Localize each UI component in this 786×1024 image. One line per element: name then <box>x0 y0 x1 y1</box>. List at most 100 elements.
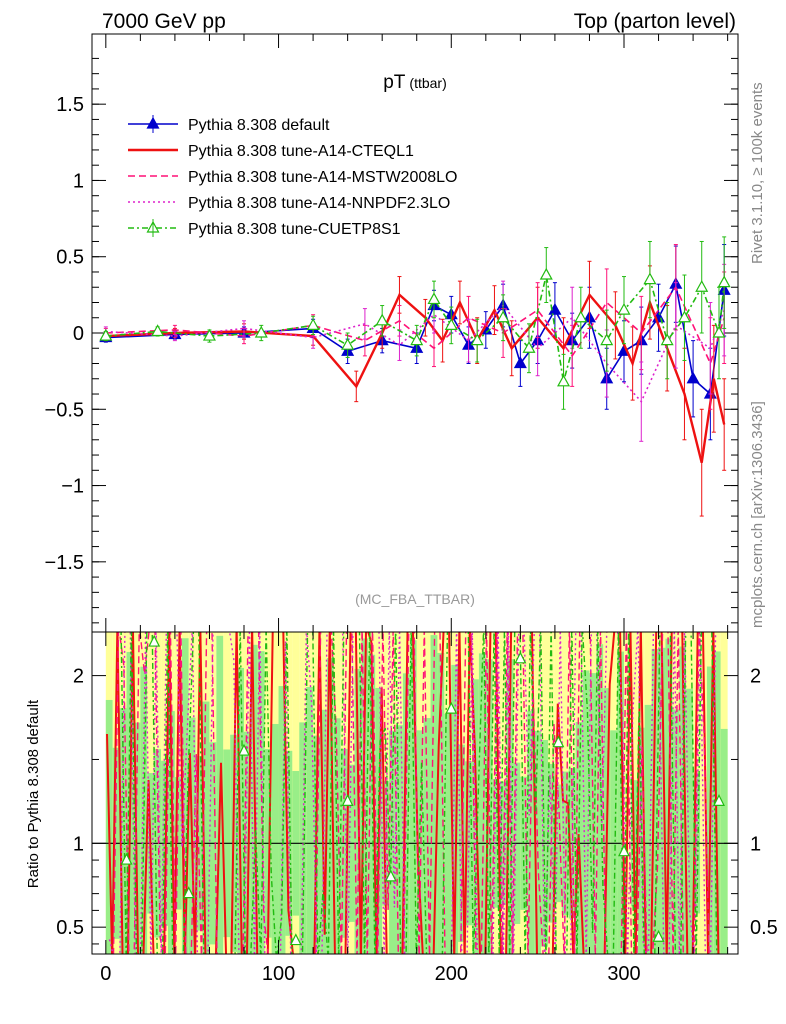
ratio-band-green <box>610 730 618 954</box>
main-series-group <box>99 236 731 517</box>
series-line <box>105 292 726 463</box>
ratio-band-green <box>672 709 680 954</box>
header-left: 7000 GeV pp <box>102 10 226 33</box>
main-axis-ticks: 1.5 1 0.5 0 −0.5 −1 −1.5 <box>45 34 738 632</box>
data-point <box>410 333 424 346</box>
data-point <box>574 310 588 323</box>
ratio-y-tick-label-right: 2 <box>750 666 761 688</box>
ratio-band-green <box>257 651 265 954</box>
ratio-data-point <box>182 886 195 899</box>
data-point <box>660 333 674 346</box>
data-point <box>99 328 113 341</box>
x-tick-label: 100 <box>262 963 295 985</box>
ratio-band-green <box>430 635 438 954</box>
series-line <box>105 274 725 383</box>
data-point <box>677 310 691 323</box>
ratio-data-point <box>384 869 397 882</box>
ratio-y-tick-label-right: 0.5 <box>750 917 778 939</box>
ratio-data-point <box>552 735 565 748</box>
ratio-series-group <box>106 632 725 954</box>
data-point <box>522 341 536 353</box>
ratio-band-green <box>271 723 279 954</box>
ratio-band-green <box>237 667 244 954</box>
ratio-band-green <box>720 728 728 954</box>
ratio-band-green <box>119 708 127 954</box>
ratio-band-green <box>478 653 486 954</box>
ratio-data-point <box>713 794 725 806</box>
data-point <box>686 371 700 384</box>
y-tick-label: −1.5 <box>45 552 84 574</box>
data-point <box>427 292 441 305</box>
rivet-label: Rivet 3.1.10, ≥ 100k events <box>749 82 766 264</box>
ratio-band-green <box>444 713 452 954</box>
data-point <box>600 333 614 346</box>
legend: Pythia 8.308 default Pythia 8.308 tune-A1… <box>128 115 457 238</box>
data-point <box>470 333 484 346</box>
ratio-data-point <box>618 844 630 857</box>
ratio-band-green <box>644 704 652 954</box>
ratio-y-tick-label: 0.5 <box>56 917 84 939</box>
data-point <box>254 325 268 338</box>
y-tick-label: −1 <box>61 476 84 498</box>
ratio-data-point <box>289 933 302 946</box>
series-line <box>105 304 725 404</box>
y-tick-label: −0.5 <box>45 399 84 421</box>
data-point <box>539 267 553 280</box>
legend-label: Pythia 8.308 tune-A14-MSTW2008LO <box>188 169 457 186</box>
y-tick-label: 0.5 <box>56 247 84 269</box>
ratio-band-green <box>306 686 314 954</box>
ratio-band-green <box>409 640 417 954</box>
header-right: Top (parton level) <box>574 10 736 33</box>
ratio-series-line <box>120 632 718 954</box>
ratio-band-green <box>451 664 459 954</box>
series-line <box>105 285 725 366</box>
ratio-band-green <box>202 701 210 954</box>
data-point <box>444 318 458 330</box>
ratio-data-point <box>445 701 458 714</box>
data-point <box>643 272 657 285</box>
ratio-series-line <box>112 632 710 954</box>
ratio-band-green <box>617 651 624 954</box>
ratio-band-green <box>596 644 604 954</box>
ratio-band-green <box>651 648 659 954</box>
ratio-band-green <box>686 688 694 954</box>
x-tick-label: 300 <box>607 963 640 985</box>
x-tick-label: 0 <box>100 963 111 985</box>
x-tick-label: 200 <box>435 963 468 985</box>
ratio-data-point <box>341 794 354 806</box>
data-point <box>375 313 389 326</box>
legend-label: Pythia 8.308 default <box>188 117 330 134</box>
ratio-band-green <box>472 679 479 954</box>
ratio-series-line <box>108 632 717 954</box>
ratio-data-point <box>120 852 133 865</box>
ratio-band-yellow <box>700 632 707 954</box>
data-point <box>712 325 726 338</box>
y-tick-label: 1.5 <box>56 94 84 116</box>
ratio-band-green <box>437 652 445 954</box>
ratio-axis-ticks: 2 2 1 1 0.5 0.5 0 100 200 300 <box>56 632 778 985</box>
data-point <box>695 279 709 292</box>
ratio-y-tick-label-right: 1 <box>750 833 761 855</box>
legend-label: Pythia 8.308 tune-A14-CTEQL1 <box>188 143 414 160</box>
ratio-band-green <box>582 670 590 954</box>
data-point <box>202 328 216 341</box>
ratio-data-point <box>514 651 527 664</box>
analysis-tag: (MC_FBA_TTBAR) <box>355 591 475 607</box>
data-point <box>151 324 165 337</box>
chart-title: pT (ttbar) <box>383 72 447 93</box>
ratio-data-point <box>238 743 250 756</box>
data-point <box>513 356 527 369</box>
ratio-band-green <box>181 638 189 954</box>
ratio-y-tick-label: 2 <box>73 666 84 688</box>
ratio-frame <box>91 631 739 955</box>
ratio-y-tick-label: 1 <box>73 833 84 855</box>
ratio-band-green <box>658 647 666 954</box>
data-point <box>617 302 631 315</box>
mcplots-label: mcplots.cern.ch [arXiv:1306.3436] <box>749 401 766 628</box>
data-point <box>306 318 320 330</box>
data-point <box>717 275 731 288</box>
ratio-band-green <box>637 727 645 954</box>
legend-label: Pythia 8.308 tune-A14-NNPDF2.3LO <box>188 195 450 212</box>
ratio-band-green <box>299 722 307 954</box>
